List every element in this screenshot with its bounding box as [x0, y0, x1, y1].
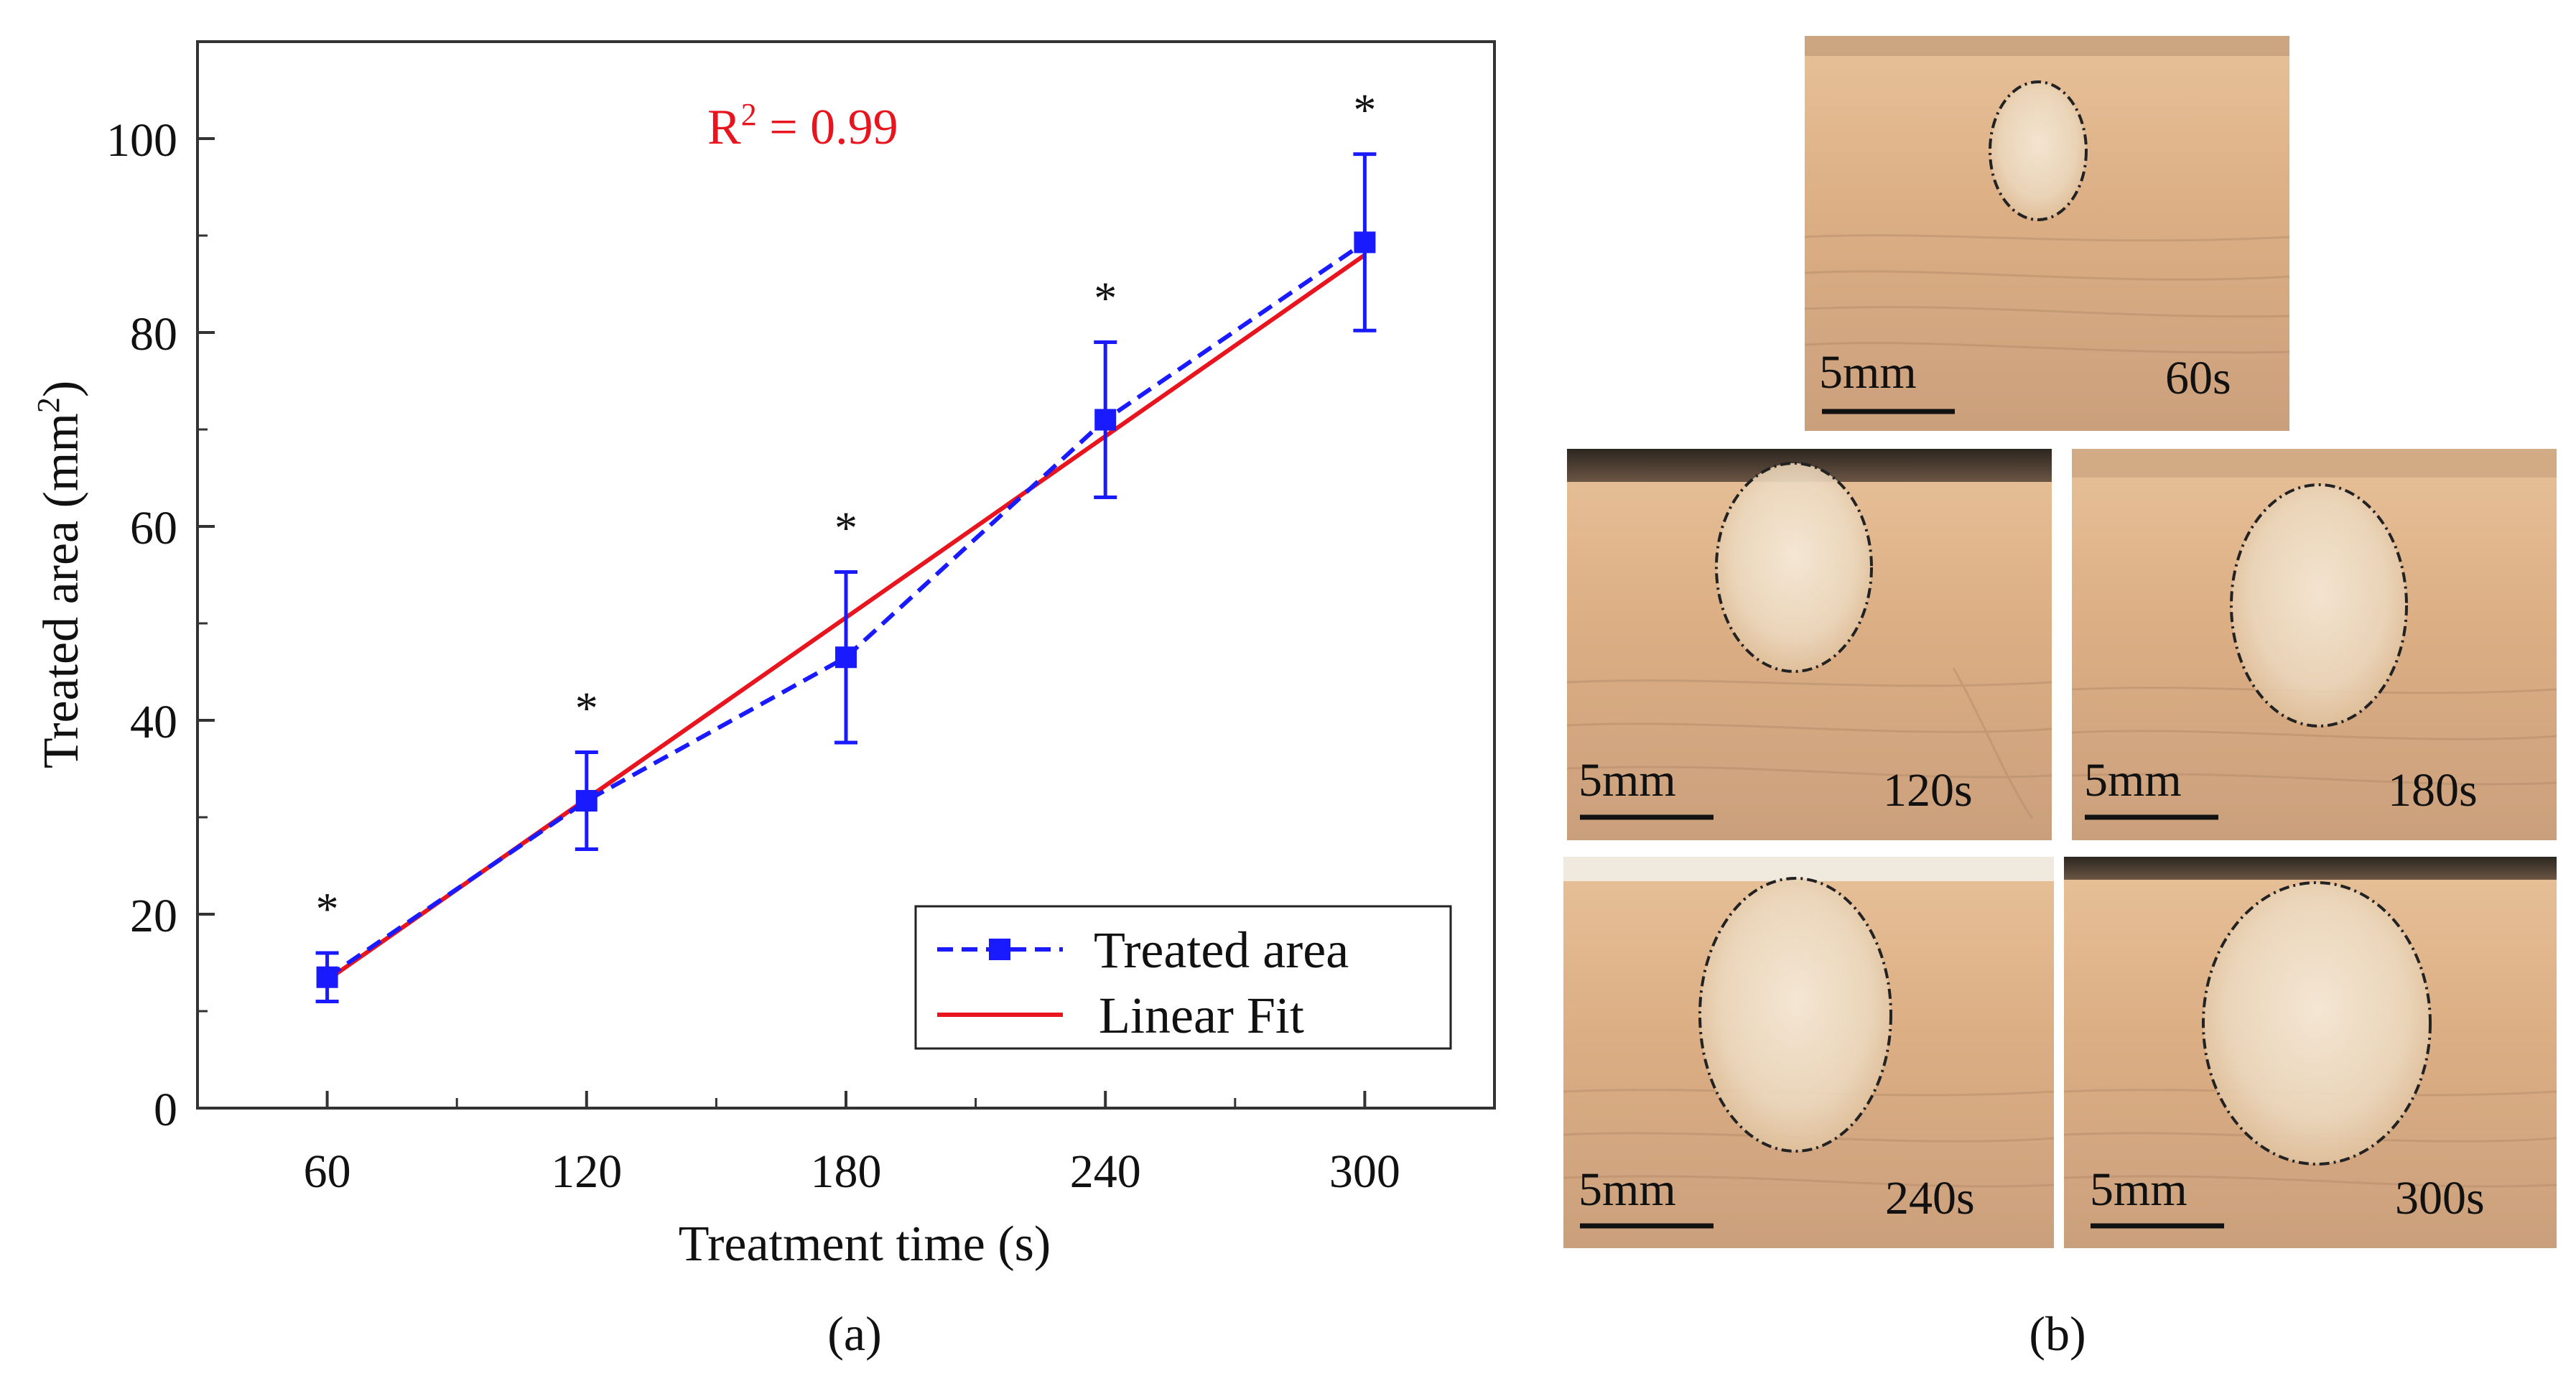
significance-marker: * — [575, 683, 598, 734]
x-tick-label: 60 — [304, 1145, 351, 1198]
panel-b-caption: (b) — [2029, 1306, 2086, 1361]
time-label-60s: 60s — [2165, 352, 2231, 404]
x-tick-label: 120 — [551, 1145, 622, 1198]
data-point — [1094, 409, 1117, 431]
time-label-180s: 180s — [2388, 764, 2478, 817]
data-point — [835, 646, 857, 669]
legend-box — [914, 905, 1452, 1050]
time-label-120s: 120s — [1883, 764, 1973, 817]
y-axis-label-end: ) — [34, 381, 89, 397]
legend-label-treated-area: Treated area — [1094, 921, 1349, 979]
time-label-240s: 240s — [1885, 1172, 1975, 1224]
significance-marker: * — [1094, 273, 1117, 324]
r-squared-annotation: R2 = 0.99 — [707, 97, 898, 155]
lesion-outline-120s — [1715, 462, 1873, 673]
y-tick-label: 80 — [130, 308, 177, 361]
photo-120s: 5mm 120s — [1566, 449, 2052, 840]
legend: Treated area Linear Fit — [914, 905, 1452, 1050]
lesion-outline-60s — [1989, 80, 2088, 221]
photo-60s: 5mm 60s — [1804, 36, 2290, 431]
photo-240s: 5mm 240s — [1563, 857, 2055, 1248]
photo-grid: 5mm 60s 5mm 120s — [1563, 36, 2557, 1361]
x-tick-label: 300 — [1329, 1145, 1400, 1198]
scale-label-120s: 5mm — [1578, 754, 1676, 806]
significance-marker: * — [316, 883, 339, 934]
scale-label-60s: 5mm — [1819, 346, 1917, 399]
lesion-outline-300s — [2202, 881, 2432, 1166]
data-point — [316, 966, 338, 988]
treated-area-chart: 0 20 40 60 80 100 60 120 180 240 300 Treatment ti… — [31, 40, 1496, 1361]
scale-label-300s: 5mm — [2090, 1163, 2187, 1216]
x-tick-label: 180 — [811, 1145, 882, 1198]
data-point — [1354, 231, 1376, 254]
r-squared-superscript: 2 — [741, 97, 757, 132]
series-line-treated-area — [325, 240, 1367, 980]
series-layer: * * * * * — [315, 85, 1377, 1003]
r-squared-value: = 0.99 — [757, 100, 898, 155]
y-tick-label: 0 — [154, 1084, 177, 1136]
y-axis-label-superscript: 2 — [31, 397, 66, 413]
y-axis-label-main: Treated area (mm — [34, 413, 89, 768]
y-tick-label: 100 — [106, 114, 177, 167]
x-axis-label: Treatment time (s) — [679, 1217, 1051, 1272]
photo-300s: 5mm 300s — [2063, 857, 2557, 1248]
lesion-outline-240s — [1698, 877, 1892, 1153]
y-tick-label: 40 — [130, 696, 177, 748]
photo-180s: 5mm 180s — [2071, 449, 2557, 840]
y-axis-label: Treated area (mm2) — [31, 381, 89, 768]
y-axis-ticks: 0 20 40 60 80 100 — [106, 114, 215, 1136]
legend-label-linear-fit: Linear Fit — [1099, 987, 1304, 1044]
x-axis-ticks: 60 120 180 240 300 — [304, 1091, 1400, 1198]
significance-marker: * — [834, 502, 857, 553]
significance-marker: * — [1353, 85, 1376, 136]
r-squared-main: R — [707, 100, 741, 155]
scale-label-180s: 5mm — [2084, 754, 2182, 806]
data-point — [575, 790, 597, 812]
y-tick-label: 60 — [130, 502, 177, 554]
lesion-outline-180s — [2230, 483, 2408, 727]
scale-label-240s: 5mm — [1578, 1163, 1676, 1216]
panel-a-caption: (a) — [827, 1306, 881, 1361]
time-label-300s: 300s — [2395, 1172, 2485, 1224]
x-tick-label: 240 — [1070, 1145, 1141, 1198]
legend-marker-treated-area — [989, 939, 1010, 960]
y-tick-label: 20 — [130, 890, 177, 942]
